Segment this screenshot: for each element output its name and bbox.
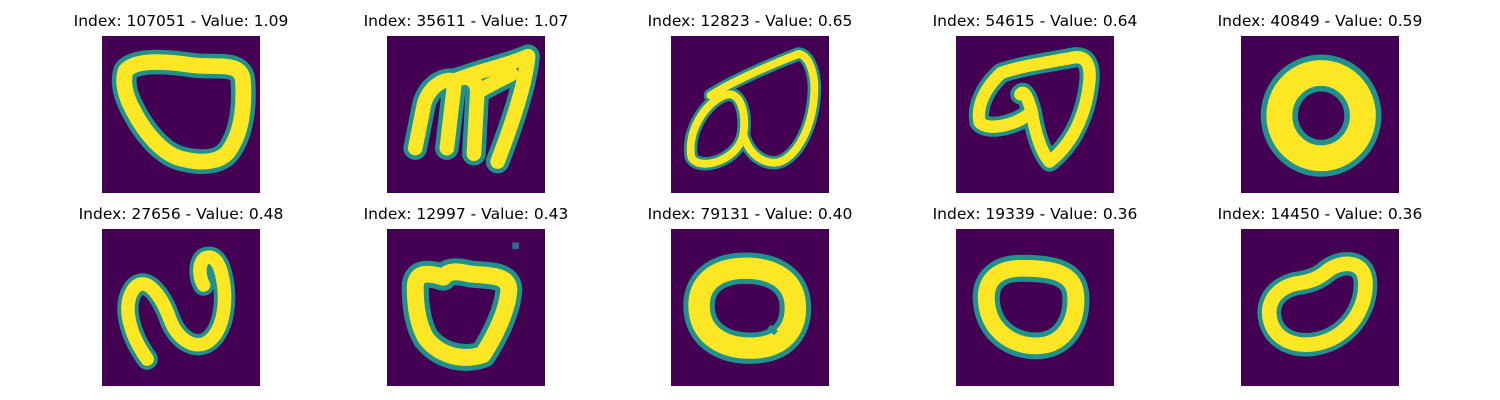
sample-tile: Index: 12823 - Value: 0.65 bbox=[640, 9, 860, 195]
digit-image bbox=[1241, 36, 1399, 193]
digit-image bbox=[956, 36, 1114, 193]
tile-title: Index: 12823 - Value: 0.65 bbox=[647, 12, 853, 30]
digit-image bbox=[102, 36, 260, 193]
tile-title: Index: 27656 - Value: 0.48 bbox=[78, 205, 284, 223]
tile-title: Index: 14450 - Value: 0.36 bbox=[1217, 205, 1423, 223]
digit-image bbox=[956, 229, 1114, 386]
digit-image bbox=[387, 36, 545, 193]
tile-title: Index: 54615 - Value: 0.64 bbox=[932, 12, 1138, 30]
tile-title: Index: 40849 - Value: 0.59 bbox=[1217, 12, 1423, 30]
sample-tile: Index: 14450 - Value: 0.36 bbox=[1210, 202, 1430, 388]
sample-tile: Index: 27656 - Value: 0.48 bbox=[71, 202, 291, 388]
digit-image bbox=[1241, 229, 1399, 386]
tile-title: Index: 79131 - Value: 0.40 bbox=[647, 205, 853, 223]
tile-title: Index: 19339 - Value: 0.36 bbox=[932, 205, 1138, 223]
tile-title: Index: 12997 - Value: 0.43 bbox=[363, 205, 569, 223]
digit-image bbox=[102, 229, 260, 386]
digit-image bbox=[387, 229, 545, 386]
sample-tile: Index: 107051 - Value: 1.09 bbox=[71, 9, 291, 195]
sample-tile: Index: 35611 - Value: 1.07 bbox=[356, 9, 576, 195]
sample-tile: Index: 19339 - Value: 0.36 bbox=[925, 202, 1145, 388]
sample-tile: Index: 79131 - Value: 0.40 bbox=[640, 202, 860, 388]
sample-tile: Index: 12997 - Value: 0.43 bbox=[356, 202, 576, 388]
digit-image bbox=[671, 229, 829, 386]
tile-title: Index: 107051 - Value: 1.09 bbox=[73, 12, 289, 30]
digit-image bbox=[671, 36, 829, 193]
tile-title: Index: 35611 - Value: 1.07 bbox=[363, 12, 569, 30]
sample-tile: Index: 40849 - Value: 0.59 bbox=[1210, 9, 1430, 195]
sample-tile: Index: 54615 - Value: 0.64 bbox=[925, 9, 1145, 195]
